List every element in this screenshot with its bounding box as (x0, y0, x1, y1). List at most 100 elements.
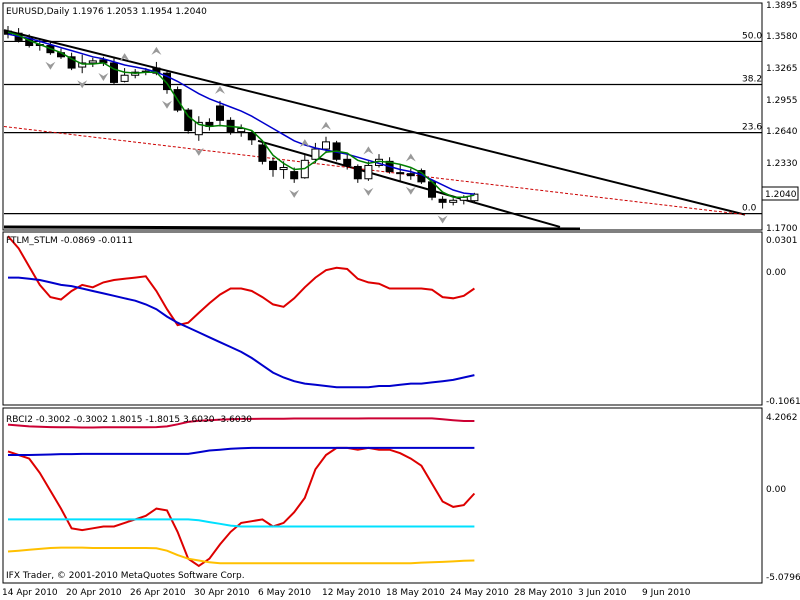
stlm-line (8, 276, 475, 389)
rbci-lines (7, 417, 476, 568)
rbci-header: RBCI2 -0.3002 -0.3002 1.8015 -1.8015 3.6… (6, 415, 252, 425)
price-axis-label: 1.1700 (766, 224, 798, 234)
fractal-up-arrow (299, 139, 310, 148)
candle-body (353, 165, 362, 180)
fractal-down-arrow (289, 189, 300, 198)
ma-slow-line (7, 33, 475, 195)
time-axis-label: 18 May 2010 (386, 588, 445, 598)
rbci-panel-frame (2, 407, 763, 584)
time-axis-label: 6 May 2010 (258, 588, 311, 598)
candle-body (78, 62, 87, 68)
rbci-lower-band-line (7, 546, 475, 565)
fractal-down-arrow (363, 187, 374, 196)
fractal-down-arrow (98, 73, 109, 82)
ma-fast-line (7, 31, 475, 198)
candle-body (88, 60, 97, 64)
candle-body (269, 160, 277, 171)
fractal-up-arrow (151, 46, 162, 55)
fractal-up-arrow (363, 146, 374, 155)
ftlm-line (7, 235, 475, 327)
fractal-down-arrow (162, 100, 172, 109)
price-axis-label: 1.3895 (766, 1, 798, 11)
ftlm-axis-label: -0.1061 (766, 397, 800, 407)
fibo-level-label: 23.6 (742, 123, 762, 133)
time-axis-label: 24 May 2010 (450, 588, 509, 598)
rbci-upper-mid-line (8, 446, 475, 456)
rbci-axis: 4.2062 0.00 -5.0796 (766, 413, 800, 583)
price-axis: 1.3895 1.3580 1.3265 1.2955 1.2640 1.233… (761, 1, 799, 234)
candle-body (343, 158, 352, 166)
candle-body (438, 198, 447, 203)
candle-body (406, 173, 415, 177)
rbci-panel[interactable]: RBCI2 -0.3002 -0.3002 1.8015 -1.8015 3.6… (2, 407, 763, 584)
channel-upper-line (3, 29, 746, 216)
candle-body (258, 144, 267, 162)
time-axis-label: 3 Jun 2010 (578, 588, 627, 598)
candle-body (449, 199, 458, 203)
candle-body (247, 132, 256, 141)
time-axis-label: 28 May 2010 (514, 588, 573, 598)
fractal-down-arrow (45, 61, 56, 70)
price-axis-label: 1.3265 (766, 64, 798, 74)
candle-body (311, 148, 320, 160)
candle-body (194, 121, 203, 136)
channel-lower-line (257, 139, 561, 228)
fibo-level-label: 38.2 (742, 74, 762, 84)
time-axis-label: 30 Apr 2010 (194, 588, 250, 598)
candle-body (184, 109, 193, 132)
candle-body (290, 171, 299, 180)
fractal-down-arrow (193, 147, 204, 156)
fibo-levels[interactable]: 50.0 38.2 23.6 0.0 (4, 31, 762, 215)
rbci-axis-label: -5.0796 (766, 573, 800, 583)
rbci-axis-label: 0.00 (766, 485, 786, 495)
rbci-lower-mid-line (8, 518, 475, 528)
fractals (45, 46, 448, 224)
time-axis-label: 26 Apr 2010 (130, 588, 186, 598)
candle-body (216, 105, 224, 121)
fibo-level-label: 50.0 (742, 31, 762, 41)
candle-body (364, 164, 373, 180)
candle-body (237, 128, 246, 133)
fractal-up-arrow (119, 53, 130, 62)
price-axis-label: 1.3580 (766, 32, 798, 42)
time-axis-label: 9 Jun 2010 (642, 588, 691, 598)
price-axis-label: 1.2640 (766, 127, 798, 137)
fractal-up-arrow (215, 85, 225, 94)
ftlm-axis: 0.0301 0.00 -0.1061 (766, 236, 800, 407)
bottom-thick-line (3, 225, 581, 231)
fractal-down-arrow (437, 215, 448, 224)
candle-body (163, 72, 171, 91)
main-panel-frame (2, 2, 763, 231)
trend-dashed-line (3, 125, 746, 216)
rbci-upper-band-line (7, 417, 475, 429)
ftlm-stlm-lines (7, 235, 475, 389)
time-axis-label: 14 Apr 2010 (2, 588, 58, 598)
copyright-footer: IFX Trader, © 2001-2010 MetaQuotes Softw… (6, 571, 245, 581)
current-price-label: 1.2040 (765, 190, 797, 200)
candle-body (279, 166, 288, 171)
moving-averages (7, 31, 475, 198)
main-header: EURUSD,Daily 1.1976 1.2053 1.1954 1.2040 (6, 7, 207, 17)
time-axis: 14 Apr 2010 20 Apr 2010 26 Apr 2010 30 A… (2, 588, 691, 598)
rbci-axis-label: 4.2062 (766, 413, 798, 423)
rbci-main-line (7, 446, 476, 568)
candle-body (322, 141, 330, 150)
time-axis-label: 20 Apr 2010 (66, 588, 122, 598)
price-axis-label: 1.2330 (766, 159, 798, 169)
fractal-up-arrow (405, 153, 416, 162)
current-price-box (761, 186, 799, 201)
fractal-down-arrow (77, 80, 88, 89)
ftlm-panel-frame (2, 231, 763, 406)
ftlm-stlm-panel[interactable]: FTLM_STLM -0.0869 -0.0111 (2, 231, 763, 406)
fractal-down-arrow (405, 186, 416, 195)
fibo-level-label: 0.0 (742, 204, 757, 214)
ftlm-axis-label: 0.0301 (766, 236, 798, 246)
time-axis-label: 12 May 2010 (322, 588, 381, 598)
main-panel[interactable]: 50.0 38.2 23.6 0.0 EURUSD,Daily 1.1976 1.20… (2, 2, 763, 231)
candle-body (470, 193, 479, 202)
price-channel[interactable] (3, 29, 746, 231)
ftlm-axis-label: 0.00 (766, 268, 786, 278)
candle-body (110, 62, 118, 83)
